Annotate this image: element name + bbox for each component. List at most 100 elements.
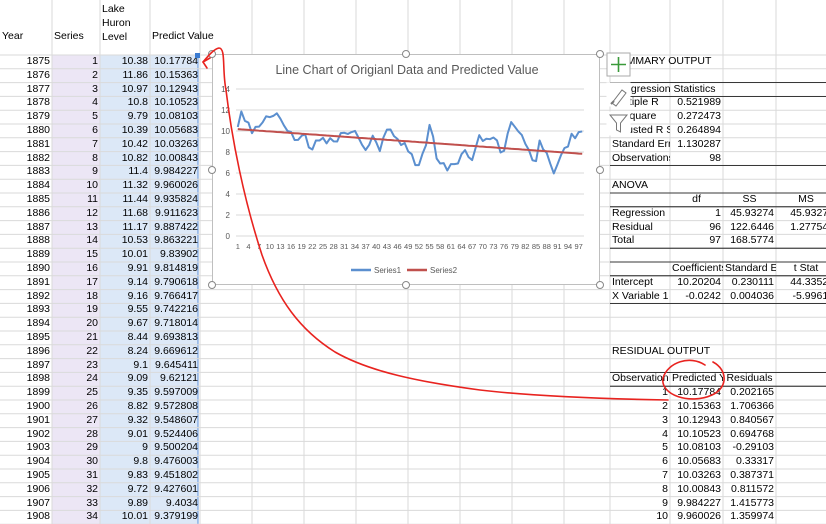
x-tick-label: 73 (489, 242, 497, 251)
stat-value: 0.521989 (677, 96, 721, 109)
table-cell: 10.08103 (677, 441, 721, 454)
x-tick-label: 94 (564, 242, 572, 251)
table-header: Regression Statistics (617, 82, 716, 95)
table-cell: 27 (86, 413, 98, 426)
section-title: RESIDUAL OUTPUT (612, 344, 711, 357)
y-tick-label: 4 (226, 190, 231, 199)
x-tick-label: 37 (361, 242, 369, 251)
table-cell: 9.83 (127, 469, 148, 481)
table-cell: 1885 (26, 193, 50, 205)
table-cell: 11.32 (122, 179, 149, 192)
table-cell: 8 (662, 482, 668, 495)
table-cell: 16 (86, 262, 98, 274)
table-cell: 6 (92, 124, 98, 136)
column-header: Lake Huron Level (102, 3, 131, 43)
legend-label: Series1 (374, 266, 402, 275)
x-tick-label: 16 (287, 242, 295, 251)
table-cell: 9.814819 (154, 262, 198, 274)
table-cell: 10.03263 (154, 137, 198, 150)
x-tick-label: 52 (415, 242, 423, 251)
x-tick-label: 88 (543, 242, 551, 251)
table-cell: -0.29103 (732, 441, 774, 454)
table-cell: 1 (92, 55, 98, 67)
table-cell: 9.62121 (160, 372, 198, 385)
table-cell: 1902 (26, 427, 50, 440)
table-cell: 1888 (26, 234, 50, 247)
table-cell: 10.10523 (677, 427, 721, 440)
table-cell: 122.6446 (730, 220, 774, 233)
table-cell: 9.83902 (160, 248, 198, 261)
table-cell: 1905 (26, 469, 50, 481)
stat-value: 1.130287 (677, 137, 721, 150)
table-header: Residuals (726, 372, 773, 385)
table-cell: 0.004036 (730, 289, 774, 302)
x-tick-label: 31 (340, 242, 348, 251)
table-cell: 32 (86, 482, 98, 495)
table-cell: 19 (86, 303, 98, 316)
table-cell: 10.15363 (154, 68, 198, 81)
table-cell: 1891 (26, 275, 50, 288)
table-cell: 1890 (26, 262, 50, 274)
table-cell: 24 (86, 372, 98, 385)
table-cell: 9.766417 (154, 289, 198, 302)
table-cell: 5 (92, 110, 98, 123)
table-cell: 96 (709, 220, 721, 233)
table-cell: 15 (86, 248, 98, 261)
x-tick-label: 49 (404, 242, 412, 251)
table-cell: 9.32 (127, 413, 148, 426)
x-tick-label: 19 (298, 242, 306, 251)
table-cell: 9.887422 (154, 220, 198, 233)
table-cell: 21 (86, 331, 98, 343)
table-cell: 10.01 (121, 510, 148, 523)
table-cell: 10.05683 (677, 455, 721, 468)
table-cell: 14 (86, 234, 98, 247)
table-cell: 9.427601 (154, 482, 198, 495)
table-cell: 9.79 (127, 110, 148, 123)
x-tick-label: 55 (425, 242, 433, 251)
x-tick-label: 82 (521, 242, 529, 251)
table-cell: 9.4034 (165, 496, 198, 509)
table-cell: 1900 (26, 400, 50, 412)
table-header: Observation (612, 372, 669, 385)
table-cell: 9.09 (127, 372, 148, 385)
x-tick-label: 85 (532, 242, 540, 251)
table-cell: 10.38 (121, 55, 148, 67)
table-cell: -0.0242 (685, 289, 721, 302)
table-cell: 23 (86, 358, 98, 371)
table-cell: 9.863221 (154, 234, 198, 247)
legend-label: Series2 (430, 266, 458, 275)
table-cell: 10.00843 (154, 151, 198, 164)
table-cell: 8 (92, 151, 98, 164)
table-cell: X Variable 1 (612, 289, 669, 302)
table-cell: 7 (662, 469, 668, 481)
table-cell: 9.669612 (154, 344, 198, 357)
table-cell: 1876 (26, 68, 50, 81)
table-cell: 25 (86, 386, 98, 399)
table-cell: 9.14 (127, 275, 148, 288)
table-cell: 9.1 (133, 358, 148, 371)
table-cell: 26 (86, 400, 98, 412)
x-tick-label: 70 (479, 242, 487, 251)
table-cell: 1884 (26, 179, 50, 192)
table-cell: 11 (87, 193, 98, 205)
table-cell: 1886 (26, 206, 50, 219)
table-cell: 34 (86, 510, 98, 523)
table-cell: 4 (662, 427, 668, 440)
table-cell: 30 (86, 455, 98, 468)
chart-title: Line Chart of Origianl Data and Predicte… (275, 63, 538, 77)
table-cell: 10.12943 (154, 82, 198, 95)
table-cell: 9.984227 (154, 165, 198, 178)
table-cell: 9.911623 (154, 206, 198, 219)
table-cell: 1881 (26, 137, 50, 150)
section-title: ANOVA (612, 179, 648, 192)
table-cell: 10.15363 (677, 400, 721, 412)
embedded-chart[interactable]: Line Chart of Origianl Data and Predicte… (212, 54, 600, 285)
table-cell: 2 (92, 68, 98, 81)
table-cell: 10.42 (121, 137, 148, 150)
x-tick-label: 76 (500, 242, 508, 251)
table-header: df (692, 193, 701, 205)
y-tick-label: 8 (226, 148, 231, 157)
table-cell: 97 (709, 234, 721, 247)
x-tick-label: 4 (246, 242, 250, 251)
table-header: SS (742, 193, 757, 205)
